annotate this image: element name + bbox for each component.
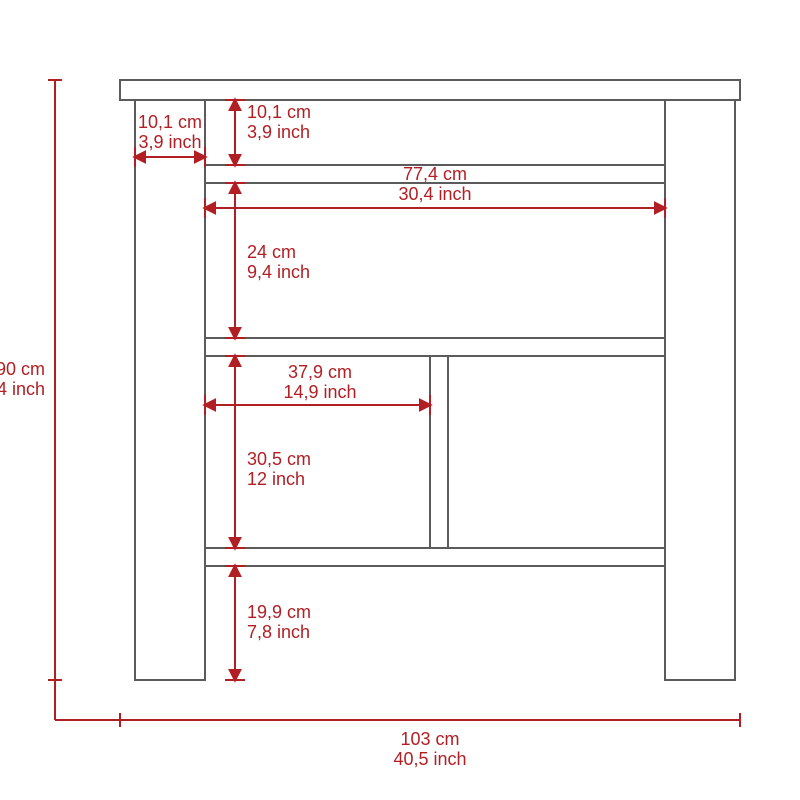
dim-inner-width-cm: 77,4 cm [403,164,467,184]
dim-upper-opening-height: 24 cm 9,4 inch [225,183,310,338]
dim-leg-clear: 19,9 cm 7,8 inch [225,566,311,680]
dimensioned-furniture-diagram: 90 cm 35,4 inch 103 cm 40,5 inch 10,1 cm… [0,0,800,800]
dim-top-gap: 10,1 cm 3,9 inch [225,100,311,165]
dim-overall-width-inch: 40,5 inch [393,749,466,769]
dim-overall-width: 103 cm 40,5 inch [120,713,740,769]
dim-overall-height-inch: 35,4 inch [0,379,45,399]
dim-overall-width-cm: 103 cm [400,729,459,749]
dim-lower-half-width-cm: 37,9 cm [288,362,352,382]
dim-lower-half-width: 37,9 cm 14,9 inch [205,362,430,415]
dim-inner-width-inch: 30,4 inch [398,184,471,204]
dim-leg-width-inch: 3,9 inch [138,132,201,152]
reference-axes [55,80,740,720]
dim-overall-height: 90 cm 35,4 inch [0,80,62,680]
dim-inner-width: 77,4 cm 30,4 inch [205,164,665,218]
dim-overall-height-cm: 90 cm [0,359,45,379]
dim-lower-half-width-inch: 14,9 inch [283,382,356,402]
dim-lower-opening-cm: 30,5 cm [247,449,311,469]
dim-leg-width-cm: 10,1 cm [138,112,202,132]
dim-upper-opening-cm: 24 cm [247,242,296,262]
dim-leg-width: 10,1 cm 3,9 inch [135,112,205,167]
dim-lower-opening-inch: 12 inch [247,469,305,489]
dim-leg-clear-cm: 19,9 cm [247,602,311,622]
dim-leg-clear-inch: 7,8 inch [247,622,310,642]
dim-top-gap-inch: 3,9 inch [247,122,310,142]
dim-top-gap-cm: 10,1 cm [247,102,311,122]
dim-upper-opening-inch: 9,4 inch [247,262,310,282]
